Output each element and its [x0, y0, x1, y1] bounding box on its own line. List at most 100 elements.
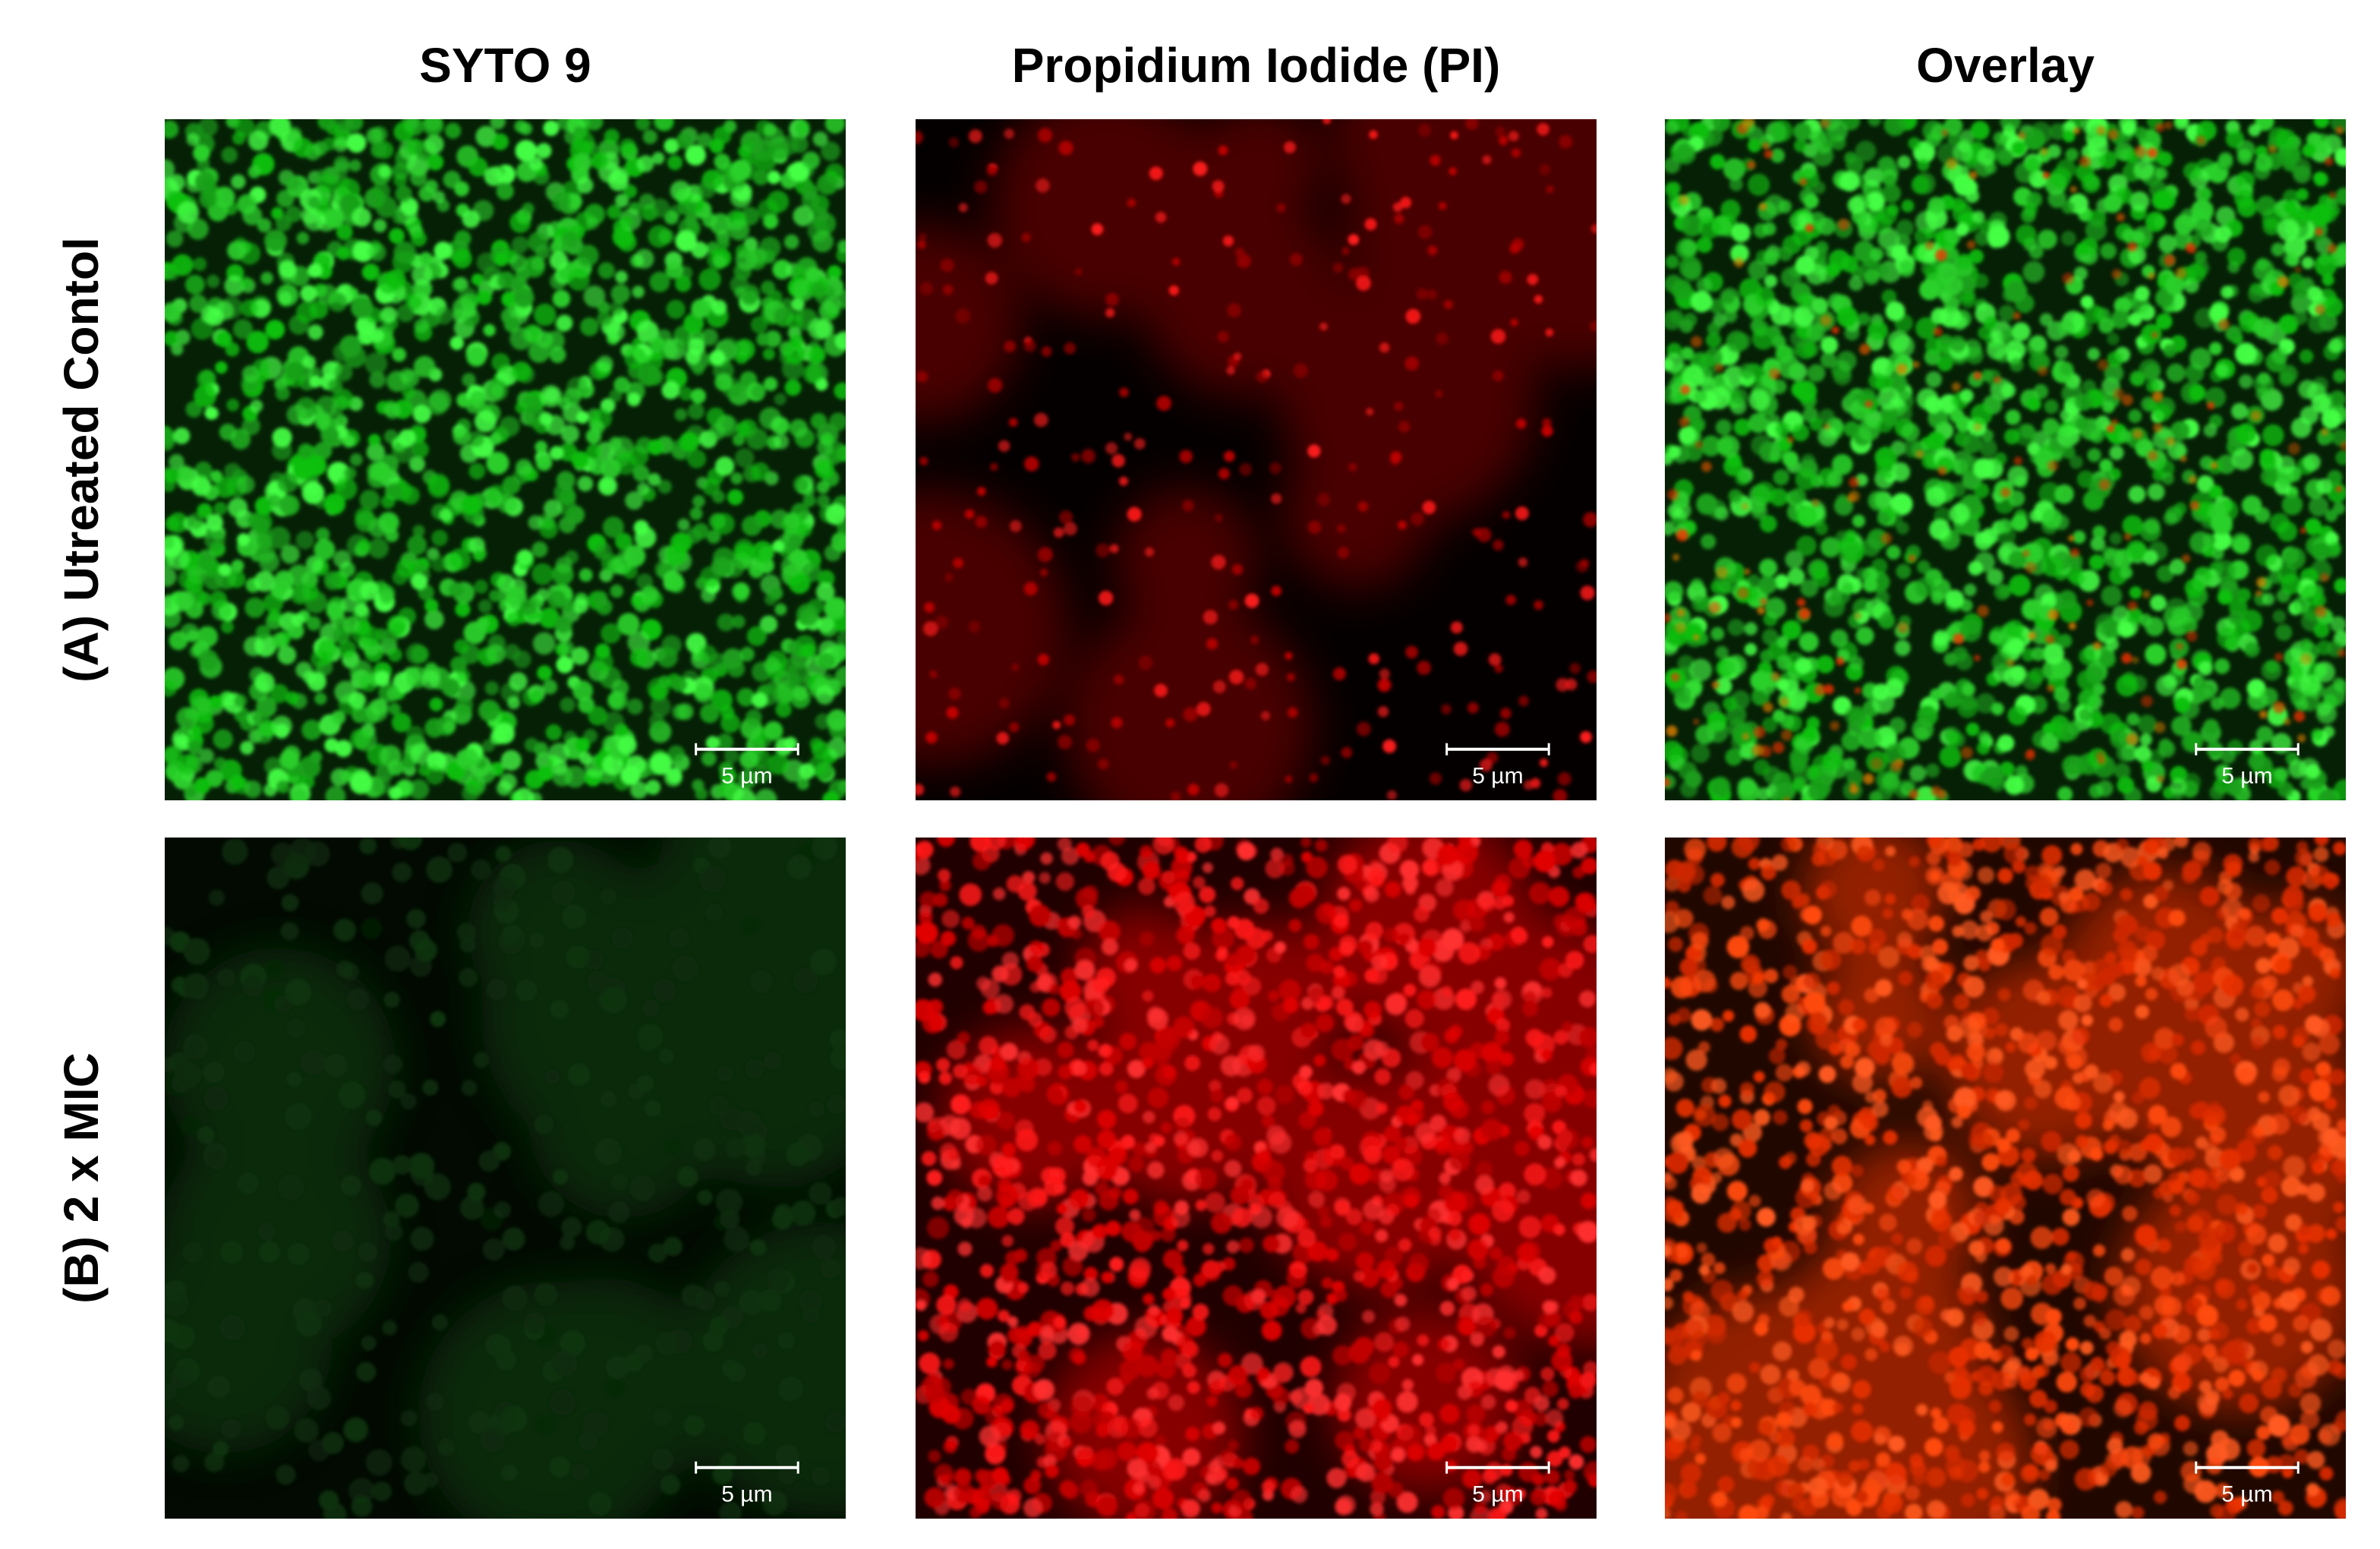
cell [2114, 296, 2132, 315]
cell [697, 180, 716, 199]
cell [554, 615, 572, 634]
cell [763, 377, 778, 391]
cell [2327, 243, 2337, 254]
cell [2162, 674, 2177, 689]
cell [988, 1206, 1010, 1229]
cell [418, 251, 433, 266]
cell [221, 1418, 241, 1439]
cell [978, 1099, 1001, 1121]
cell [592, 651, 613, 673]
cell [919, 1352, 941, 1374]
cell [1417, 989, 1437, 1010]
cell [259, 1241, 281, 1263]
cell [2084, 304, 2104, 324]
cell [412, 405, 431, 424]
cell [2166, 363, 2186, 383]
cell [398, 429, 416, 447]
cell [226, 399, 240, 412]
cell [700, 703, 720, 724]
cell [1877, 512, 1891, 525]
cell [247, 131, 269, 151]
cell [1404, 356, 1419, 371]
cell [1405, 645, 1418, 659]
cell [1394, 1294, 1408, 1307]
cell [165, 468, 180, 484]
cell [2273, 701, 2285, 714]
micrograph: 5 µm [165, 838, 846, 1519]
cell [1826, 262, 1841, 277]
cell [1752, 744, 1764, 756]
cell [343, 1417, 368, 1443]
cell [711, 299, 727, 315]
cell [1898, 260, 1915, 277]
cell [2132, 656, 2139, 664]
cell [1099, 1062, 1114, 1076]
cell [1963, 583, 1977, 597]
cell [210, 470, 222, 483]
cell [649, 752, 673, 775]
cell [1032, 1379, 1055, 1401]
cell [199, 748, 214, 764]
cell [496, 493, 517, 514]
cell [2006, 637, 2022, 655]
cell [1212, 180, 1225, 193]
cell [1863, 269, 1880, 286]
cell [2139, 733, 2152, 746]
cell [509, 211, 531, 233]
micrograph: 5 µm [916, 119, 1597, 800]
cell [1152, 1205, 1175, 1227]
cell [1709, 298, 1725, 314]
cell [1515, 506, 1529, 520]
cell [280, 922, 299, 941]
cell [2293, 711, 2306, 722]
cell [1811, 499, 1820, 507]
cell [298, 756, 321, 779]
cell [476, 617, 489, 629]
cell [1973, 273, 1989, 289]
cell [1522, 1000, 1539, 1017]
cell [1714, 677, 1732, 696]
cell [2158, 234, 2177, 254]
cell [1316, 493, 1331, 506]
cell [352, 241, 374, 263]
cell [2275, 623, 2293, 642]
cell [752, 169, 769, 185]
cell [764, 721, 783, 740]
cell [429, 389, 452, 412]
cell [1036, 178, 1050, 193]
cell [1435, 390, 1443, 398]
cell [1844, 325, 1860, 341]
cell [2047, 684, 2055, 692]
cell [1865, 191, 1885, 212]
cell [1356, 276, 1371, 291]
cell [1820, 336, 1839, 355]
cell [528, 232, 549, 253]
cell [2060, 409, 2074, 422]
cell [2292, 596, 2310, 614]
cell [1479, 1490, 1492, 1503]
cell [1227, 303, 1241, 317]
cell [1753, 726, 1766, 739]
cell [1744, 622, 1757, 636]
cell [1681, 346, 1694, 361]
cell [943, 1358, 954, 1370]
cell [1233, 352, 1242, 361]
cell [1665, 453, 1673, 465]
cell [1335, 998, 1354, 1016]
cell [2218, 318, 2230, 330]
cell [653, 979, 676, 1002]
cell [1427, 245, 1438, 256]
cell [1785, 550, 1804, 569]
cell [1286, 673, 1295, 682]
cell [1091, 1393, 1109, 1412]
cell [2157, 151, 2173, 167]
cell [1921, 453, 1938, 469]
cell [1762, 222, 1776, 236]
cell [1665, 181, 1680, 197]
cell [165, 159, 175, 179]
cell [1372, 1398, 1392, 1418]
cell [1893, 244, 1908, 260]
cell [2093, 642, 2101, 650]
cell [1545, 328, 1554, 337]
cell [612, 927, 633, 949]
